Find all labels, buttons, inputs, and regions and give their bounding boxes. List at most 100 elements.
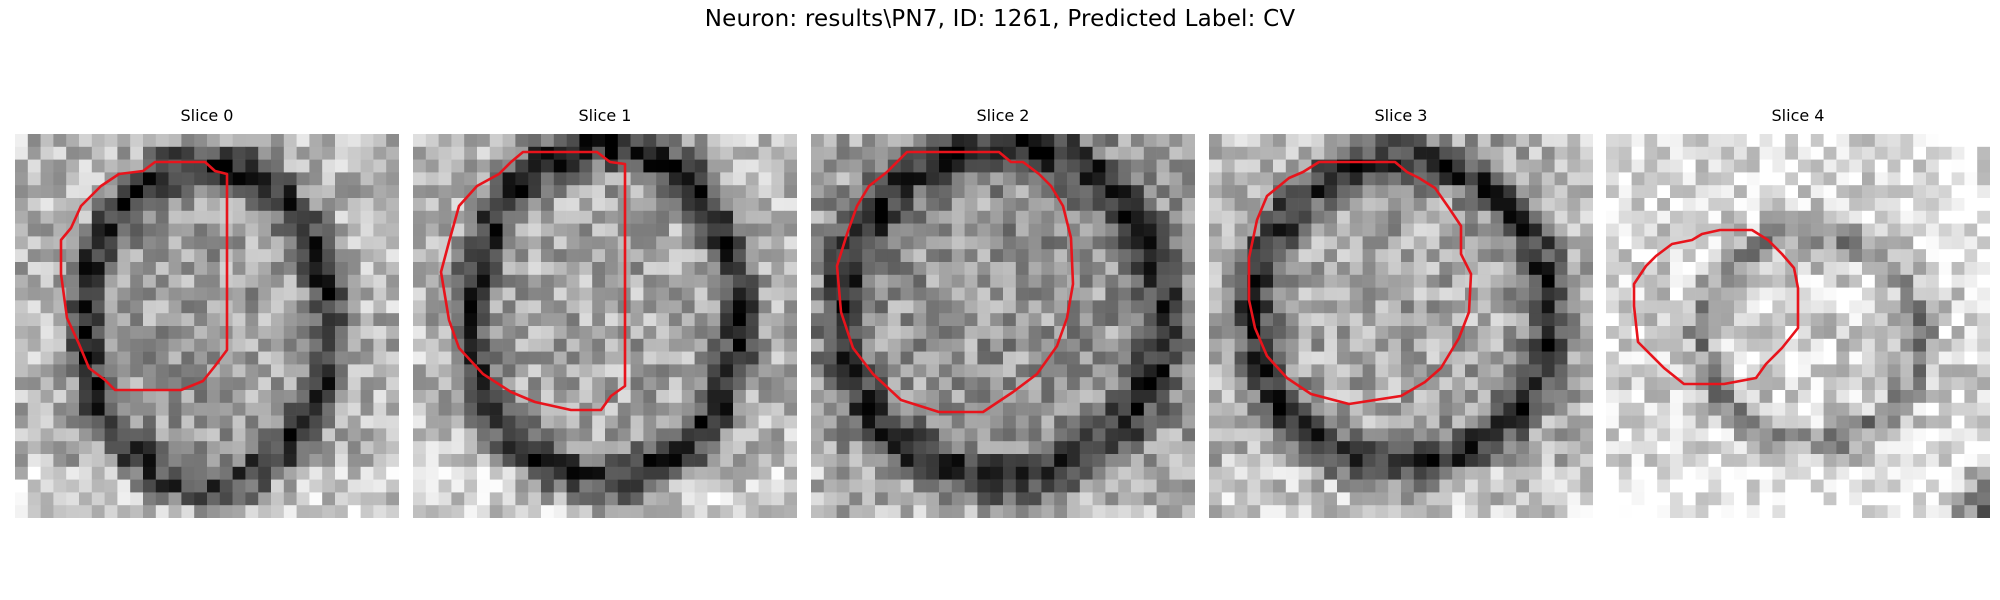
- image-pixel: [1887, 198, 1901, 212]
- image-pixel: [771, 134, 785, 148]
- image-pixel: [1785, 287, 1799, 301]
- image-pixel: [977, 326, 991, 340]
- image-pixel: [515, 428, 529, 442]
- image-pixel: [66, 159, 80, 173]
- image-pixel: [541, 172, 555, 186]
- image-pixel: [130, 441, 144, 455]
- image-pixel: [1849, 390, 1863, 404]
- image-pixel: [309, 198, 323, 212]
- image-pixel: [990, 505, 1004, 518]
- image-pixel: [1247, 185, 1261, 199]
- image-pixel: [823, 262, 837, 276]
- image-pixel: [887, 364, 901, 378]
- image-pixel: [836, 479, 850, 493]
- image-pixel: [1273, 377, 1287, 391]
- image-pixel: [386, 351, 399, 365]
- image-pixel: [143, 441, 157, 455]
- image-pixel: [553, 262, 567, 276]
- image-pixel: [1234, 172, 1248, 186]
- image-pixel: [1143, 351, 1157, 365]
- image-pixel: [951, 262, 965, 276]
- image-pixel: [745, 479, 759, 493]
- image-pixel: [1580, 159, 1593, 173]
- image-pixel: [1887, 300, 1901, 314]
- image-pixel: [887, 441, 901, 455]
- image-pixel: [1260, 402, 1274, 416]
- image-pixel: [130, 364, 144, 378]
- image-pixel: [1273, 441, 1287, 455]
- image-pixel: [1169, 338, 1183, 352]
- image-pixel: [245, 134, 259, 148]
- image-pixel: [1926, 198, 1940, 212]
- image-pixel: [964, 134, 978, 148]
- image-pixel: [1721, 505, 1735, 518]
- image-pixel: [1426, 172, 1440, 186]
- image-pixel: [1092, 134, 1106, 148]
- image-pixel: [1234, 274, 1248, 288]
- image-pixel: [1580, 223, 1593, 237]
- image-pixel: [1401, 198, 1415, 212]
- image-pixel: [489, 454, 503, 468]
- image-pixel: [926, 287, 940, 301]
- image-pixel: [347, 402, 361, 416]
- image-pixel: [335, 172, 349, 186]
- image-pixel: [1169, 428, 1183, 442]
- image-pixel: [207, 505, 221, 518]
- image-pixel: [66, 466, 80, 480]
- image-pixel: [66, 338, 80, 352]
- image-pixel: [1182, 479, 1195, 493]
- image-pixel: [1054, 146, 1068, 160]
- image-pixel: [1003, 505, 1017, 518]
- image-pixel: [66, 249, 80, 263]
- image-pixel: [1439, 390, 1453, 404]
- image-pixel: [1234, 351, 1248, 365]
- image-pixel: [347, 351, 361, 365]
- image-pixel: [1618, 390, 1632, 404]
- image-pixel: [823, 300, 837, 314]
- figure-title: Neuron: results\PN7, ID: 1261, Predicted…: [704, 6, 1296, 32]
- image-pixel: [1695, 313, 1709, 327]
- image-pixel: [771, 223, 785, 237]
- image-pixel: [707, 287, 721, 301]
- image-pixel: [91, 287, 105, 301]
- image-pixel: [1734, 441, 1748, 455]
- image-pixel: [347, 262, 361, 276]
- image-pixel: [1734, 198, 1748, 212]
- image-pixel: [1862, 402, 1876, 416]
- image-pixel: [1079, 441, 1093, 455]
- image-pixel: [1169, 441, 1183, 455]
- image-pixel: [1938, 402, 1952, 416]
- image-pixel: [1067, 479, 1081, 493]
- image-pixel: [283, 313, 297, 327]
- image-pixel: [913, 287, 927, 301]
- image-pixel: [887, 402, 901, 416]
- image-pixel: [1708, 505, 1722, 518]
- image-pixel: [155, 249, 169, 263]
- image-pixel: [258, 415, 272, 429]
- image-pixel: [155, 300, 169, 314]
- image-pixel: [413, 172, 427, 186]
- image-pixel: [1836, 134, 1850, 148]
- image-pixel: [1900, 454, 1914, 468]
- image-pixel: [1465, 492, 1479, 506]
- image-pixel: [1465, 210, 1479, 224]
- image-pixel: [1092, 326, 1106, 340]
- image-pixel: [1772, 454, 1786, 468]
- image-pixel: [669, 300, 683, 314]
- image-pixel: [425, 390, 439, 404]
- image-pixel: [990, 338, 1004, 352]
- image-pixel: [1452, 377, 1466, 391]
- image-pixel: [1105, 172, 1119, 186]
- image-pixel: [900, 466, 914, 480]
- image-pixel: [1452, 134, 1466, 148]
- image-pixel: [283, 377, 297, 391]
- image-pixel: [464, 172, 478, 186]
- image-pixel: [1772, 479, 1786, 493]
- image-pixel: [1413, 454, 1427, 468]
- image-pixel: [1938, 185, 1952, 199]
- image-pixel: [836, 338, 850, 352]
- image-pixel: [386, 223, 399, 237]
- image-pixel: [1759, 390, 1773, 404]
- image-pixel: [1105, 492, 1119, 506]
- image-pixel: [1849, 377, 1863, 391]
